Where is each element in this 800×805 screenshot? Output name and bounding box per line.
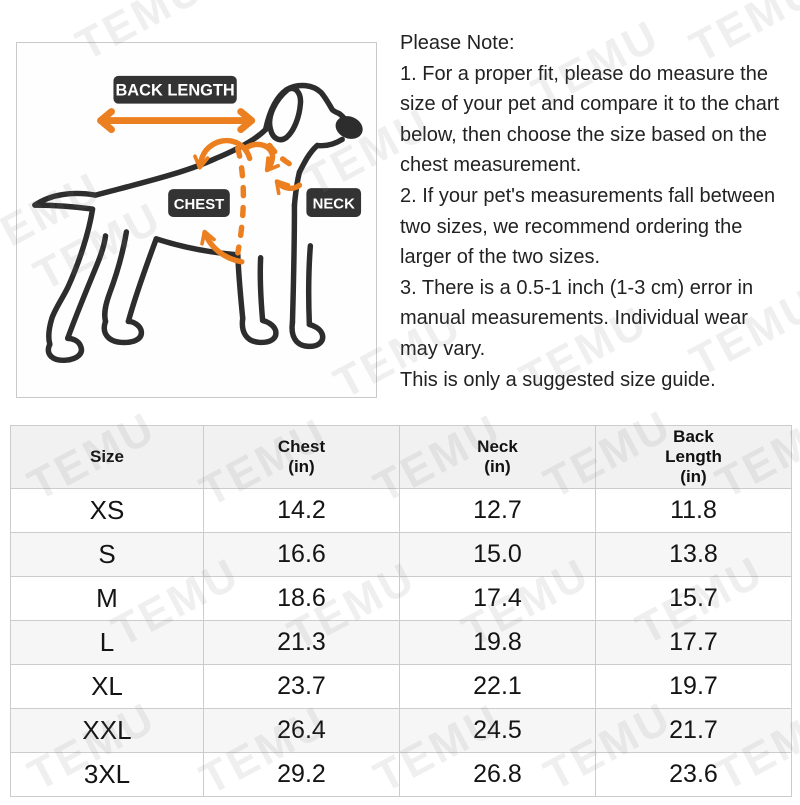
chest-cell: 18.6 bbox=[203, 576, 400, 621]
note-line: manual measurements. Individual wear bbox=[400, 307, 748, 330]
neck-label: NECK bbox=[306, 188, 362, 218]
svg-text:BACK LENGTH: BACK LENGTH bbox=[115, 82, 234, 100]
back-length-cell: 13.8 bbox=[595, 532, 792, 577]
size-cell: XL bbox=[10, 664, 204, 709]
neck-cell: 24.5 bbox=[399, 708, 596, 753]
neck-cell: 17.4 bbox=[399, 576, 596, 621]
table-row: XS 14.2 12.7 11.8 bbox=[10, 488, 792, 533]
note-line: size of your pet and compare it to the c… bbox=[400, 93, 780, 116]
dog-nose-icon bbox=[335, 116, 363, 139]
svg-text:NECK: NECK bbox=[313, 197, 355, 213]
back-length-cell: 19.7 bbox=[595, 664, 792, 709]
neck-cell: 15.0 bbox=[399, 532, 596, 577]
chest-cell: 23.7 bbox=[203, 664, 400, 709]
table-row: L 21.3 19.8 17.7 bbox=[10, 620, 792, 665]
back-length-cell: 23.6 bbox=[595, 752, 792, 797]
header-neck: Neck (in) bbox=[399, 425, 596, 489]
size-cell: S bbox=[10, 532, 204, 577]
svg-text:CHEST: CHEST bbox=[174, 197, 225, 213]
size-cell: XS bbox=[10, 488, 204, 533]
table-row: M 18.6 17.4 15.7 bbox=[10, 576, 792, 621]
note-line: chest measurement. bbox=[400, 154, 582, 177]
note-line: two sizes, we recommend ordering the bbox=[400, 215, 743, 238]
table-row: XL 23.7 22.1 19.7 bbox=[10, 664, 792, 709]
back-length-cell: 11.8 bbox=[595, 488, 792, 533]
chest-cell: 14.2 bbox=[203, 488, 400, 533]
header-back-length: Back Length (in) bbox=[595, 425, 792, 489]
chest-cell: 21.3 bbox=[203, 620, 400, 665]
chest-girth-dashes bbox=[235, 145, 247, 256]
chest-cell: 26.4 bbox=[203, 708, 400, 753]
back-length-cell: 15.7 bbox=[595, 576, 792, 621]
neck-cell: 19.8 bbox=[399, 620, 596, 665]
size-cell: L bbox=[10, 620, 204, 665]
note-line: 2. If your pet's measurements fall betwe… bbox=[400, 184, 776, 207]
back-length-cell: 17.7 bbox=[595, 620, 792, 665]
size-cell: 3XL bbox=[10, 752, 204, 797]
note-line: larger of the two sizes. bbox=[400, 246, 601, 269]
note-line: 3. There is a 0.5-1 inch (1-3 cm) error … bbox=[400, 276, 754, 299]
dog-outline bbox=[32, 82, 351, 363]
size-cell: XXL bbox=[10, 708, 204, 753]
dog-measurement-diagram: BACK LENGTH CHEST NECK bbox=[16, 42, 377, 398]
table-row: 3XL 29.2 26.8 23.6 bbox=[10, 752, 792, 797]
note-line: may vary. bbox=[400, 337, 486, 360]
note-line: below, then choose the size based on the bbox=[400, 123, 767, 146]
chest-cell: 16.6 bbox=[203, 532, 400, 577]
dog-ear bbox=[266, 85, 304, 143]
note-line: 1. For a proper fit, please do measure t… bbox=[400, 62, 768, 85]
neck-cell: 26.8 bbox=[399, 752, 596, 797]
back-length-label: BACK LENGTH bbox=[113, 75, 237, 104]
please-note-text: Please Note: 1. For a proper fit, please… bbox=[400, 28, 798, 395]
chest-label: CHEST bbox=[168, 189, 230, 218]
note-line: Please Note: bbox=[400, 32, 515, 54]
back-length-arrow bbox=[97, 108, 256, 133]
neck-cell: 22.1 bbox=[399, 664, 596, 709]
back-length-cell: 21.7 bbox=[595, 708, 792, 753]
size-cell: M bbox=[10, 576, 204, 621]
note-line: This is only a suggested size guide. bbox=[400, 368, 716, 391]
size-chart: Size Chest (in) Neck (in) Back Length (i… bbox=[10, 425, 792, 797]
diagram-labels: BACK LENGTH CHEST NECK bbox=[113, 75, 362, 218]
measurement-annotations bbox=[97, 108, 303, 265]
header-size: Size bbox=[10, 425, 204, 489]
header-chest: Chest (in) bbox=[203, 425, 400, 489]
table-row: XXL 26.4 24.5 21.7 bbox=[10, 708, 792, 753]
table-row: S 16.6 15.0 13.8 bbox=[10, 532, 792, 577]
neck-cell: 12.7 bbox=[399, 488, 596, 533]
table-header-row: Size Chest (in) Neck (in) Back Length (i… bbox=[10, 425, 792, 489]
dog-illustration: BACK LENGTH CHEST NECK bbox=[32, 75, 363, 363]
chest-cell: 29.2 bbox=[203, 752, 400, 797]
